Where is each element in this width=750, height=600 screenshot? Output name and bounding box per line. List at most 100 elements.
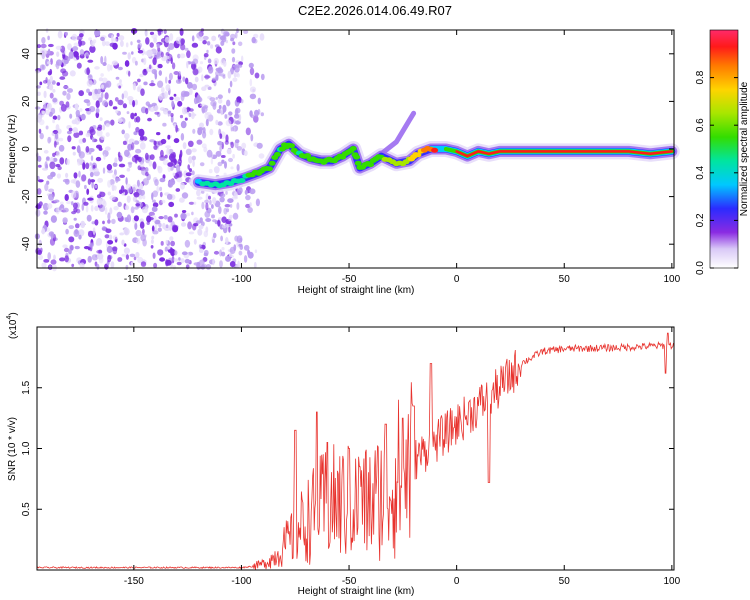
- snr-exponent: (x104): [6, 312, 19, 339]
- noise-speck: [163, 109, 169, 115]
- y-tick-label: 0.5: [21, 502, 32, 516]
- track-blob: [304, 153, 312, 159]
- noise-speck: [198, 244, 202, 248]
- spectrogram-xlabel: Height of straight line (km): [298, 285, 415, 296]
- noise-speck: [45, 125, 49, 130]
- spectrogram-panel: -150 -100 -50 0 50 100 -40 -20 0 20 40 Height of …: [7, 28, 681, 296]
- noise-speck: [225, 119, 232, 127]
- colorbar-tick-label: 0.6: [695, 118, 706, 132]
- noise-speck: [150, 80, 154, 84]
- noise-speck: [152, 57, 157, 66]
- noise-speck: [205, 193, 209, 201]
- noise-speck: [202, 35, 209, 41]
- noise-speck: [136, 179, 140, 187]
- spectrogram-ylabel: Frequency (Hz): [7, 115, 18, 184]
- noise-speck: [184, 47, 189, 51]
- noise-speck: [104, 55, 107, 64]
- noise-speck: [232, 212, 239, 220]
- noise-speck: [87, 255, 92, 263]
- track-band: [455, 150, 674, 158]
- noise-speck: [34, 106, 41, 110]
- noise-speck: [121, 93, 125, 100]
- noise-speck: [157, 249, 164, 256]
- noise-speck: [157, 63, 163, 69]
- noise-speck: [65, 172, 69, 178]
- noise-speck: [149, 82, 156, 87]
- noise-speck: [93, 170, 100, 177]
- noise-speck: [236, 235, 243, 243]
- colorbar-tick-label: 0.4: [695, 165, 706, 179]
- noise-speck: [147, 117, 152, 122]
- x-tick-label: -150: [124, 576, 144, 587]
- noise-speck: [80, 113, 86, 121]
- noise-speck: [144, 31, 148, 37]
- noise-speck: [94, 66, 100, 70]
- noise-speck: [124, 217, 129, 221]
- noise-speck: [145, 101, 150, 106]
- noise-speck: [158, 216, 164, 220]
- noise-speck: [218, 206, 222, 215]
- noise-speck: [224, 114, 228, 119]
- noise-speck: [173, 138, 180, 144]
- noise-speck: [115, 76, 120, 80]
- noise-speck: [212, 197, 217, 205]
- noise-speck: [165, 145, 172, 149]
- noise-speck: [48, 193, 55, 201]
- noise-speck: [231, 48, 236, 54]
- noise-speck: [38, 128, 42, 134]
- noise-speck: [253, 261, 257, 269]
- track-blob: [349, 146, 357, 151]
- noise-speck: [89, 106, 96, 113]
- noise-speck: [123, 227, 130, 236]
- noise-speck: [54, 132, 59, 140]
- colorbar-tick-label: 0.2: [695, 213, 706, 227]
- noise-speck: [181, 222, 187, 227]
- noise-speck: [36, 188, 42, 195]
- noise-speck: [116, 32, 120, 37]
- x-tick-label: 50: [559, 576, 571, 587]
- noise-speck: [100, 73, 104, 77]
- noise-speck: [88, 91, 93, 96]
- noise-speck: [126, 214, 132, 223]
- noise-speck: [169, 224, 172, 232]
- noise-speck: [146, 49, 153, 57]
- noise-speck: [39, 81, 43, 86]
- noise-speck: [196, 196, 203, 200]
- noise-speck: [124, 60, 130, 67]
- noise-speck: [219, 73, 226, 77]
- noise-speck: [241, 55, 244, 63]
- colorbar-tick-label: 0.8: [695, 70, 706, 84]
- noise-speck: [228, 111, 233, 116]
- noise-speck: [104, 234, 110, 239]
- noise-speck: [217, 121, 223, 126]
- noise-speck: [153, 262, 158, 269]
- noise-speck: [143, 57, 147, 65]
- noise-speck: [117, 118, 123, 124]
- noise-speck: [108, 99, 113, 107]
- figure-title: C2E2.2026.014.06.49.R07: [298, 3, 452, 18]
- noise-speck: [105, 123, 110, 128]
- noise-speck: [213, 250, 220, 255]
- noise-speck: [212, 102, 217, 110]
- noise-speck: [163, 55, 170, 60]
- noise-speck: [197, 66, 203, 73]
- noise-speck: [126, 167, 131, 172]
- noise-speck: [158, 222, 162, 228]
- noise-speck: [107, 169, 113, 174]
- noise-speck: [217, 68, 224, 74]
- noise-speck: [115, 110, 119, 114]
- noise-speck: [133, 154, 139, 159]
- noise-speck: [95, 107, 100, 114]
- noise-speck: [36, 175, 40, 181]
- noise-speck: [225, 190, 228, 195]
- noise-speck: [120, 40, 124, 47]
- noise-speck: [180, 212, 187, 220]
- noise-speck: [48, 43, 54, 48]
- noise-speck: [229, 261, 236, 268]
- noise-speck: [210, 158, 214, 165]
- noise-speck: [154, 179, 159, 186]
- noise-speck: [67, 43, 72, 51]
- y-tick-label: 1.5: [21, 380, 32, 394]
- noise-speck: [124, 133, 130, 140]
- noise-speck: [92, 164, 96, 169]
